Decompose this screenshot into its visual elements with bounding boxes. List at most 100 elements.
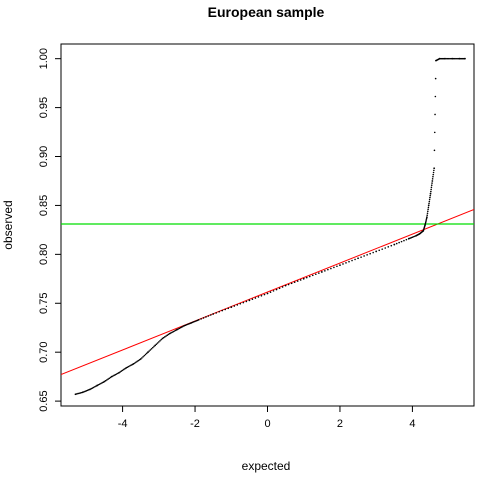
data-point — [218, 310, 220, 313]
y-tick-label: 0.95 — [38, 97, 50, 118]
data-point — [410, 236, 413, 239]
data-point — [139, 358, 142, 360]
data-point — [384, 247, 387, 249]
data-point — [393, 243, 396, 246]
data-point — [345, 262, 347, 264]
data-point — [180, 326, 183, 328]
data-point — [78, 392, 80, 395]
data-point — [431, 178, 434, 180]
data-point — [434, 95, 437, 98]
data-point — [348, 260, 350, 263]
data-point — [148, 350, 150, 352]
data-point — [357, 257, 359, 260]
data-point — [432, 171, 435, 174]
data-point — [165, 335, 167, 337]
data-point — [156, 342, 159, 344]
data-point — [360, 256, 362, 258]
data-point — [209, 314, 212, 316]
data-point — [409, 237, 411, 240]
data-point — [179, 326, 182, 329]
data-point — [124, 367, 126, 370]
data-point — [185, 323, 188, 326]
data-point — [428, 198, 431, 201]
data-point — [308, 275, 311, 278]
data-point — [127, 365, 130, 368]
y-tick-label: 0.80 — [38, 244, 50, 265]
data-point — [195, 320, 198, 322]
data-point — [390, 244, 393, 247]
data-point — [193, 321, 195, 323]
data-point — [149, 349, 152, 351]
data-point — [429, 196, 431, 199]
data-point — [339, 264, 341, 267]
data-point — [186, 323, 189, 326]
data-point — [160, 338, 163, 341]
data-point — [453, 57, 456, 60]
data-point — [429, 192, 432, 195]
data-point — [161, 337, 164, 340]
data-point — [449, 57, 451, 60]
data-point — [330, 267, 332, 270]
data-point — [311, 274, 314, 277]
data-point — [202, 317, 205, 319]
data-point — [242, 301, 245, 304]
data-point — [424, 224, 426, 226]
data-point — [97, 384, 100, 386]
data-point — [188, 323, 190, 325]
data-point — [91, 387, 94, 389]
y-tick-label: 0.70 — [38, 341, 50, 362]
data-point — [428, 202, 430, 205]
data-point — [324, 270, 326, 272]
data-point — [266, 292, 269, 295]
data-point — [405, 238, 408, 241]
data-point — [354, 258, 356, 261]
data-point — [433, 149, 436, 152]
data-point — [138, 359, 141, 361]
data-point — [327, 268, 329, 271]
data-point — [151, 346, 154, 349]
data-point — [412, 235, 415, 238]
data-point — [205, 316, 207, 318]
data-point — [287, 283, 290, 286]
data-point — [429, 194, 432, 197]
x-tick-label: -4 — [118, 418, 128, 430]
data-point — [191, 321, 194, 324]
data-point — [333, 266, 335, 269]
data-point — [144, 353, 147, 356]
data-point — [227, 307, 230, 310]
data-point — [426, 216, 428, 219]
data-point — [158, 341, 160, 343]
data-point — [433, 169, 435, 172]
data-point — [136, 360, 138, 363]
data-point — [86, 389, 89, 392]
data-point — [432, 175, 434, 178]
data-point — [154, 344, 157, 347]
data-point — [109, 376, 112, 379]
data-point — [239, 302, 242, 305]
data-point — [427, 210, 429, 213]
data-point — [427, 204, 430, 207]
data-point — [155, 343, 158, 345]
data-point — [456, 57, 458, 60]
data-point — [426, 212, 429, 215]
data-point — [137, 359, 140, 362]
data-point — [104, 379, 107, 382]
x-tick-label: 0 — [264, 418, 270, 430]
data-point — [114, 373, 117, 376]
data-point — [113, 374, 115, 377]
x-tick-label: 4 — [409, 418, 415, 430]
data-point — [172, 330, 175, 333]
y-axis-label: observed — [1, 200, 15, 249]
data-point — [245, 300, 248, 303]
data-point — [263, 293, 266, 296]
data-point — [122, 368, 125, 371]
data-point — [433, 131, 436, 134]
data-point — [342, 263, 344, 265]
data-point — [446, 57, 449, 60]
data-point — [142, 355, 144, 358]
data-point — [112, 375, 114, 377]
data-point — [320, 271, 323, 273]
data-point — [90, 387, 92, 390]
data-point — [452, 57, 455, 60]
data-point — [171, 331, 173, 334]
